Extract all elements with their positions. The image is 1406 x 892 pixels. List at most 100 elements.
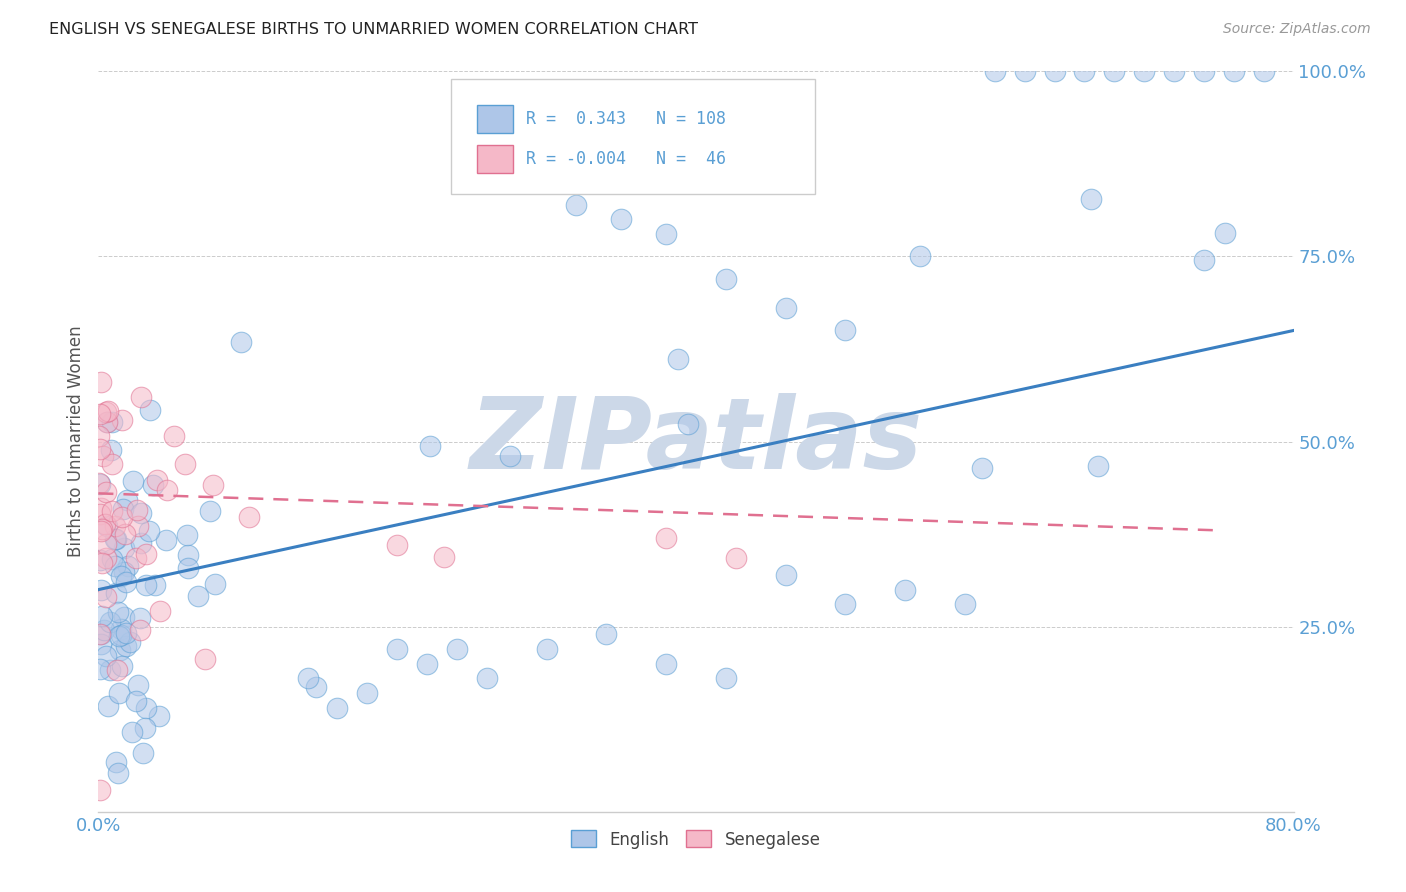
Point — [112, 541, 135, 555]
Point — [93, 623, 115, 637]
Point — [1087, 458, 1109, 473]
Point — [177, 561, 200, 575]
Point — [115, 639, 138, 653]
Point — [121, 725, 143, 739]
Point — [96, 537, 118, 551]
Point — [110, 622, 132, 636]
Point — [108, 629, 131, 643]
Point — [134, 721, 156, 735]
Point — [385, 538, 409, 552]
Point — [96, 519, 118, 533]
Point — [128, 623, 150, 637]
Point — [89, 661, 111, 675]
Point — [177, 549, 200, 563]
Point — [96, 416, 118, 430]
Point — [89, 553, 111, 567]
Point — [1223, 64, 1246, 78]
Point — [112, 565, 135, 579]
Point — [100, 458, 122, 472]
Point — [90, 500, 112, 515]
FancyBboxPatch shape — [451, 78, 815, 194]
Point — [565, 197, 588, 211]
Point — [90, 522, 112, 536]
Point — [155, 533, 177, 548]
Point — [385, 641, 409, 656]
Point — [326, 701, 349, 715]
Point — [1043, 64, 1066, 78]
Point — [104, 586, 127, 600]
Point — [135, 547, 157, 561]
Point — [418, 439, 440, 453]
Point — [128, 611, 150, 625]
Point — [111, 659, 134, 673]
Point — [89, 477, 111, 491]
Point — [90, 627, 112, 641]
Point — [100, 615, 122, 629]
Point — [115, 626, 138, 640]
Point — [1192, 64, 1215, 78]
Point — [90, 637, 112, 651]
Point — [725, 550, 748, 565]
Point — [163, 429, 186, 443]
Point — [202, 478, 225, 492]
Point — [107, 766, 129, 780]
Point — [297, 672, 319, 686]
Point — [187, 589, 209, 603]
Point — [96, 590, 118, 604]
Point — [356, 686, 378, 700]
Point — [110, 628, 132, 642]
Point — [100, 442, 122, 457]
Point — [1133, 64, 1156, 78]
Point — [145, 473, 167, 487]
Point — [1253, 64, 1275, 78]
Legend: English, Senegalese: English, Senegalese — [565, 823, 827, 855]
Point — [101, 415, 124, 429]
Point — [127, 678, 149, 692]
Point — [131, 507, 153, 521]
Point — [105, 532, 128, 546]
Point — [143, 578, 166, 592]
Point — [475, 672, 498, 686]
Point — [97, 403, 120, 417]
Point — [94, 550, 117, 565]
Point — [104, 558, 127, 573]
Point — [204, 576, 226, 591]
Point — [108, 686, 131, 700]
Point — [89, 442, 111, 457]
Point — [714, 271, 737, 285]
Point — [138, 524, 160, 538]
Point — [97, 699, 120, 714]
Point — [104, 532, 127, 546]
Text: Source: ZipAtlas.com: Source: ZipAtlas.com — [1223, 22, 1371, 37]
Point — [595, 627, 617, 641]
Point — [972, 461, 994, 475]
Point — [834, 324, 856, 338]
Point — [953, 598, 976, 612]
Point — [194, 652, 217, 666]
Point — [139, 403, 162, 417]
Point — [111, 413, 134, 427]
Point — [176, 528, 198, 542]
Point — [1080, 192, 1102, 206]
Point — [104, 519, 127, 533]
Point — [115, 575, 138, 590]
Point — [135, 701, 157, 715]
Point — [200, 504, 222, 518]
Point — [506, 161, 529, 175]
Point — [834, 598, 856, 612]
Text: R = -0.004   N =  46: R = -0.004 N = 46 — [526, 150, 727, 168]
Point — [1163, 64, 1185, 78]
Point — [93, 449, 115, 463]
Point — [105, 663, 128, 677]
Point — [1014, 64, 1036, 78]
Text: R =  0.343   N = 108: R = 0.343 N = 108 — [526, 110, 727, 128]
Point — [90, 376, 112, 390]
Point — [94, 517, 117, 532]
Point — [98, 663, 121, 677]
Point — [111, 502, 134, 516]
Point — [111, 510, 134, 524]
Point — [94, 485, 117, 500]
Point — [89, 429, 111, 443]
Point — [229, 334, 252, 349]
Point — [127, 503, 149, 517]
